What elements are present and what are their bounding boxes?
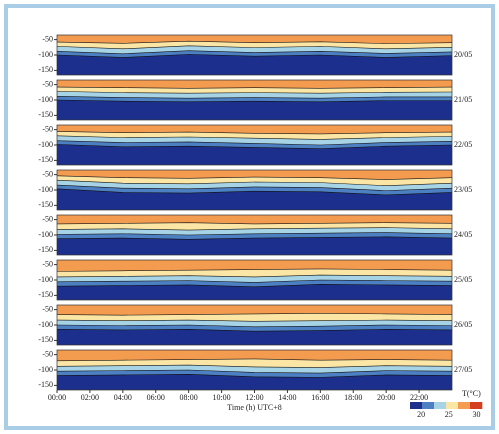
isotherm [56, 358, 453, 362]
x-tick-label: 08:00 [180, 393, 198, 402]
isotherm [56, 184, 453, 191]
isotherm [56, 284, 453, 288]
isotherm [56, 45, 453, 50]
isotherm [56, 86, 453, 89]
colorbar-swatch [434, 402, 447, 409]
y-tick-label: -150 [38, 110, 53, 119]
isotherm [56, 131, 453, 135]
panel-label: 26/05 [454, 320, 472, 329]
colorbar-tick-label: 30 [472, 410, 480, 419]
y-tick-label: -100 [38, 50, 53, 59]
y-tick-label: -50 [42, 214, 53, 223]
isotherm [56, 369, 453, 374]
panel-label: 27/05 [454, 365, 472, 374]
y-tick-label: -150 [38, 65, 53, 74]
panel-label: 23/05 [454, 185, 472, 194]
isotherm [56, 374, 453, 378]
y-tick-label: -150 [38, 335, 53, 344]
panel-label: 22/05 [454, 140, 472, 149]
x-tick-label: 02:00 [81, 393, 99, 402]
isotherm-area [57, 284, 452, 300]
colorbar-swatch [446, 402, 459, 409]
y-tick-label: -150 [38, 200, 53, 209]
y-tick-label: -150 [38, 245, 53, 254]
panel-label: 25/05 [454, 275, 472, 284]
isotherm [56, 329, 453, 332]
isotherm [56, 319, 453, 322]
x-tick-label: 20:00 [377, 393, 395, 402]
x-axis-label: Time (h) UTC+8 [227, 403, 281, 412]
isotherm [56, 54, 453, 58]
y-tick-label: -50 [42, 349, 53, 358]
x-tick-label: 16:00 [311, 393, 329, 402]
isotherm [56, 268, 453, 272]
x-tick-label: 14:00 [278, 393, 296, 402]
isotherm [56, 188, 453, 196]
isotherm [56, 175, 453, 180]
y-tick-label: -100 [38, 365, 53, 374]
isotherm-area [57, 100, 452, 120]
colorbar-swatch [410, 402, 423, 409]
x-tick-label: 00:00 [48, 393, 66, 402]
y-tick-label: -150 [38, 380, 53, 389]
y-tick-label: -100 [38, 275, 53, 284]
colorbar-tick-label: 25 [445, 410, 453, 419]
x-tick-label: 04:00 [114, 393, 132, 402]
colorbar-swatch [458, 402, 471, 409]
y-tick-label: -50 [42, 259, 53, 268]
y-tick-label: -50 [42, 124, 53, 133]
y-tick-label: -100 [38, 230, 53, 239]
x-tick-label: 10:00 [212, 393, 230, 402]
y-tick-label: -50 [42, 34, 53, 43]
y-tick-label: -50 [42, 304, 53, 313]
isotherm-area [57, 144, 452, 165]
y-tick-label: -150 [38, 290, 53, 299]
isotherm-area [57, 236, 452, 255]
isotherm [56, 135, 453, 140]
isotherm [56, 279, 453, 283]
isotherm [56, 324, 453, 328]
x-tick-label: 22:00 [410, 393, 428, 402]
y-tick-label: -100 [38, 140, 53, 149]
isotherm [56, 274, 453, 278]
panel-label: 24/05 [454, 230, 472, 239]
colorbar-tick-label: 20 [417, 410, 425, 419]
colorbar-label: T(°C) [462, 389, 481, 398]
panel-label: 21/05 [454, 95, 472, 104]
x-tick-label: 18:00 [344, 393, 362, 402]
x-tick-label: 06:00 [147, 393, 165, 402]
isotherm [56, 140, 453, 146]
isotherm [56, 99, 452, 103]
isotherm-area [57, 374, 452, 390]
isotherm [56, 91, 453, 94]
panel-label: 20/05 [454, 50, 472, 59]
isotherm [56, 179, 453, 186]
isotherm [56, 144, 453, 149]
isotherm [56, 50, 453, 55]
isotherm-area [57, 188, 452, 210]
isotherm [56, 236, 453, 240]
isotherm [56, 364, 453, 368]
isotherm [56, 227, 453, 231]
y-tick-label: -100 [38, 320, 53, 329]
colorbar-swatch [422, 402, 435, 409]
colorbar-swatch [470, 402, 483, 409]
y-tick-label: -50 [42, 79, 53, 88]
isotherm [56, 222, 453, 225]
y-tick-label: -100 [38, 95, 53, 104]
isotherm [56, 96, 452, 99]
isotherm [56, 40, 453, 44]
isotherm-area [57, 54, 452, 75]
isotherm-area [57, 329, 452, 345]
y-tick-label: -150 [38, 155, 53, 164]
isotherm [56, 313, 453, 316]
y-tick-label: -100 [38, 185, 53, 194]
y-tick-label: -50 [42, 169, 53, 178]
isotherm [56, 232, 453, 236]
x-tick-label: 12:00 [245, 393, 263, 402]
